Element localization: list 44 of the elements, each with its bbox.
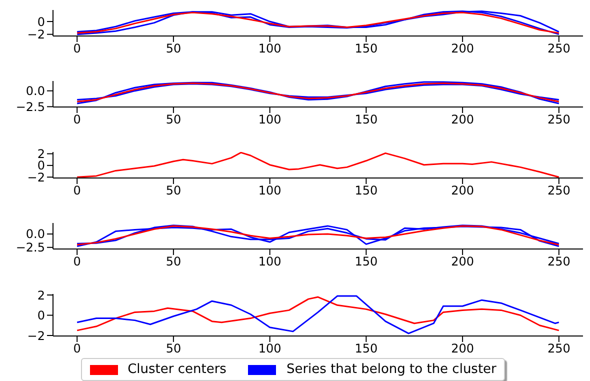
x-tick-label: 150 xyxy=(354,184,378,198)
x-tick-label: 200 xyxy=(451,184,474,198)
x-tick-label: 150 xyxy=(354,254,378,269)
x-tick-label: 100 xyxy=(258,254,282,269)
x-tick-label: 150 xyxy=(354,342,378,356)
x-tick-label: 250 xyxy=(547,342,570,356)
x-tick-label: 50 xyxy=(166,184,182,198)
x-tick-label: 100 xyxy=(258,342,282,356)
x-tick-label: 50 xyxy=(166,42,182,56)
x-tick-label: 250 xyxy=(547,42,570,56)
x-tick-label: 50 xyxy=(166,342,182,356)
x-tick-label: 50 xyxy=(166,254,182,269)
x-tick-label: 150 xyxy=(354,112,378,127)
x-tick-label: 50 xyxy=(166,112,182,127)
x-tick-label: 200 xyxy=(451,342,474,356)
y-tick-label: 2 xyxy=(37,288,45,302)
x-tick-label: 0 xyxy=(73,342,81,356)
x-tick-label: 250 xyxy=(547,254,570,269)
y-tick-label: 0.0 xyxy=(26,227,45,242)
x-tick-label: 250 xyxy=(547,112,570,127)
x-tick-label: 100 xyxy=(258,184,282,198)
x-tick-label: 100 xyxy=(258,42,282,56)
y-tick-label: 0 xyxy=(37,158,45,173)
x-tick-label: 0 xyxy=(73,42,81,56)
x-tick-label: 200 xyxy=(451,112,474,127)
x-tick-label: 150 xyxy=(354,42,378,56)
y-tick-label: 0 xyxy=(37,308,45,323)
x-tick-label: 200 xyxy=(451,42,474,56)
y-tick-label: −2 xyxy=(27,28,45,42)
y-tick-label: 2 xyxy=(37,147,45,162)
x-tick-label: 0 xyxy=(73,254,81,269)
legend-label: Cluster centers xyxy=(128,362,226,377)
y-tick-label: −2.5 xyxy=(16,100,45,114)
x-tick-label: 250 xyxy=(547,184,570,198)
y-tick-label: 0.0 xyxy=(26,84,45,98)
x-tick-label: 0 xyxy=(73,184,81,198)
y-tick-label: −2 xyxy=(27,170,45,184)
legend-label: Series that belong to the cluster xyxy=(286,362,496,377)
y-tick-label: −2.5 xyxy=(16,240,45,255)
y-tick-label: 0 xyxy=(37,14,45,29)
x-tick-label: 100 xyxy=(258,112,282,127)
x-tick-label: 200 xyxy=(451,254,474,269)
x-tick-label: 0 xyxy=(73,112,81,127)
y-tick-label: −2 xyxy=(27,328,45,343)
